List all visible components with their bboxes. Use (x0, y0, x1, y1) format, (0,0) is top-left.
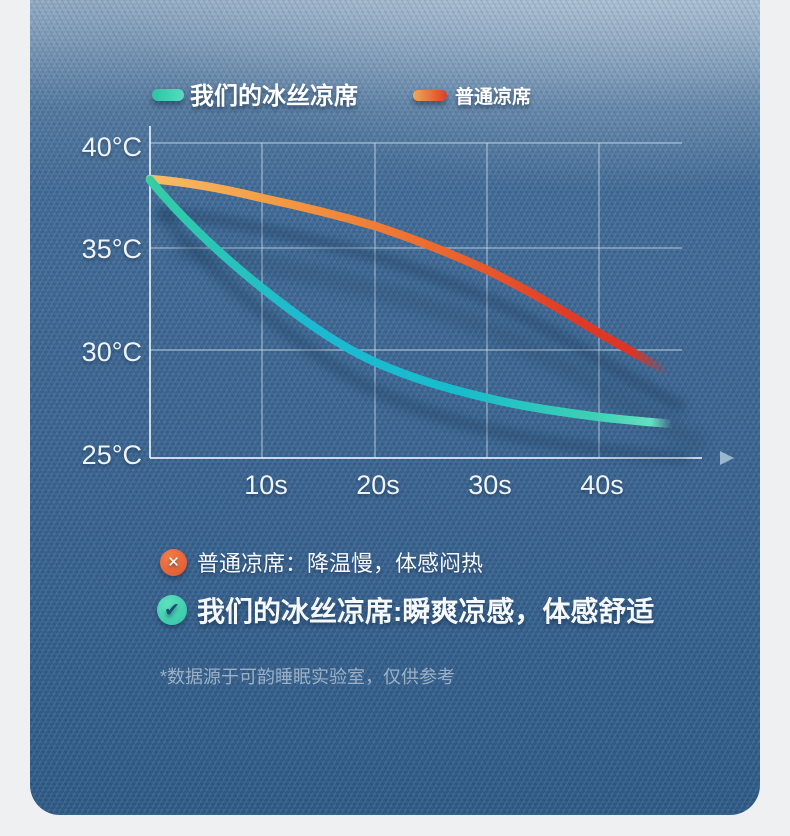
x-tick-10s: 10s (244, 470, 288, 500)
x-tick-40s: 40s (580, 470, 624, 500)
check-icon: ✔ (157, 595, 187, 625)
blue-fabric-card (30, 0, 760, 815)
callout-ordinary-mat: ✕ 普通凉席：降温慢，体感闷热 (160, 546, 483, 578)
callout-our-text: 我们的冰丝凉席:瞬爽凉感，体感舒适 (197, 596, 655, 627)
legend-swatch-our-mat (152, 89, 184, 101)
legend-label-ordinary-mat: 普通凉席 (455, 87, 532, 108)
y-tick-35c: 35°C (81, 234, 142, 264)
callout-ordinary-text: 普通凉席：降温慢，体感闷热 (197, 551, 484, 576)
data-source-footnote: *数据源于可韵睡眠实验室，仅供参考 (160, 667, 456, 687)
y-tick-30c: 30°C (81, 337, 142, 367)
x-icon: ✕ (160, 548, 187, 576)
legend-swatch-ordinary-mat (413, 90, 447, 101)
x-tick-20s: 20s (356, 470, 400, 500)
legend-label-our-mat: 我们的冰丝凉席 (190, 83, 358, 110)
y-tick-40c: 40°C (81, 132, 142, 162)
callout-our-mat: ✔ 我们的冰丝凉席:瞬爽凉感，体感舒适 (157, 590, 654, 630)
fabric-weave-texture (30, 0, 760, 815)
y-tick-25c: 25°C (81, 440, 142, 470)
x-tick-30s: 30s (468, 470, 512, 500)
